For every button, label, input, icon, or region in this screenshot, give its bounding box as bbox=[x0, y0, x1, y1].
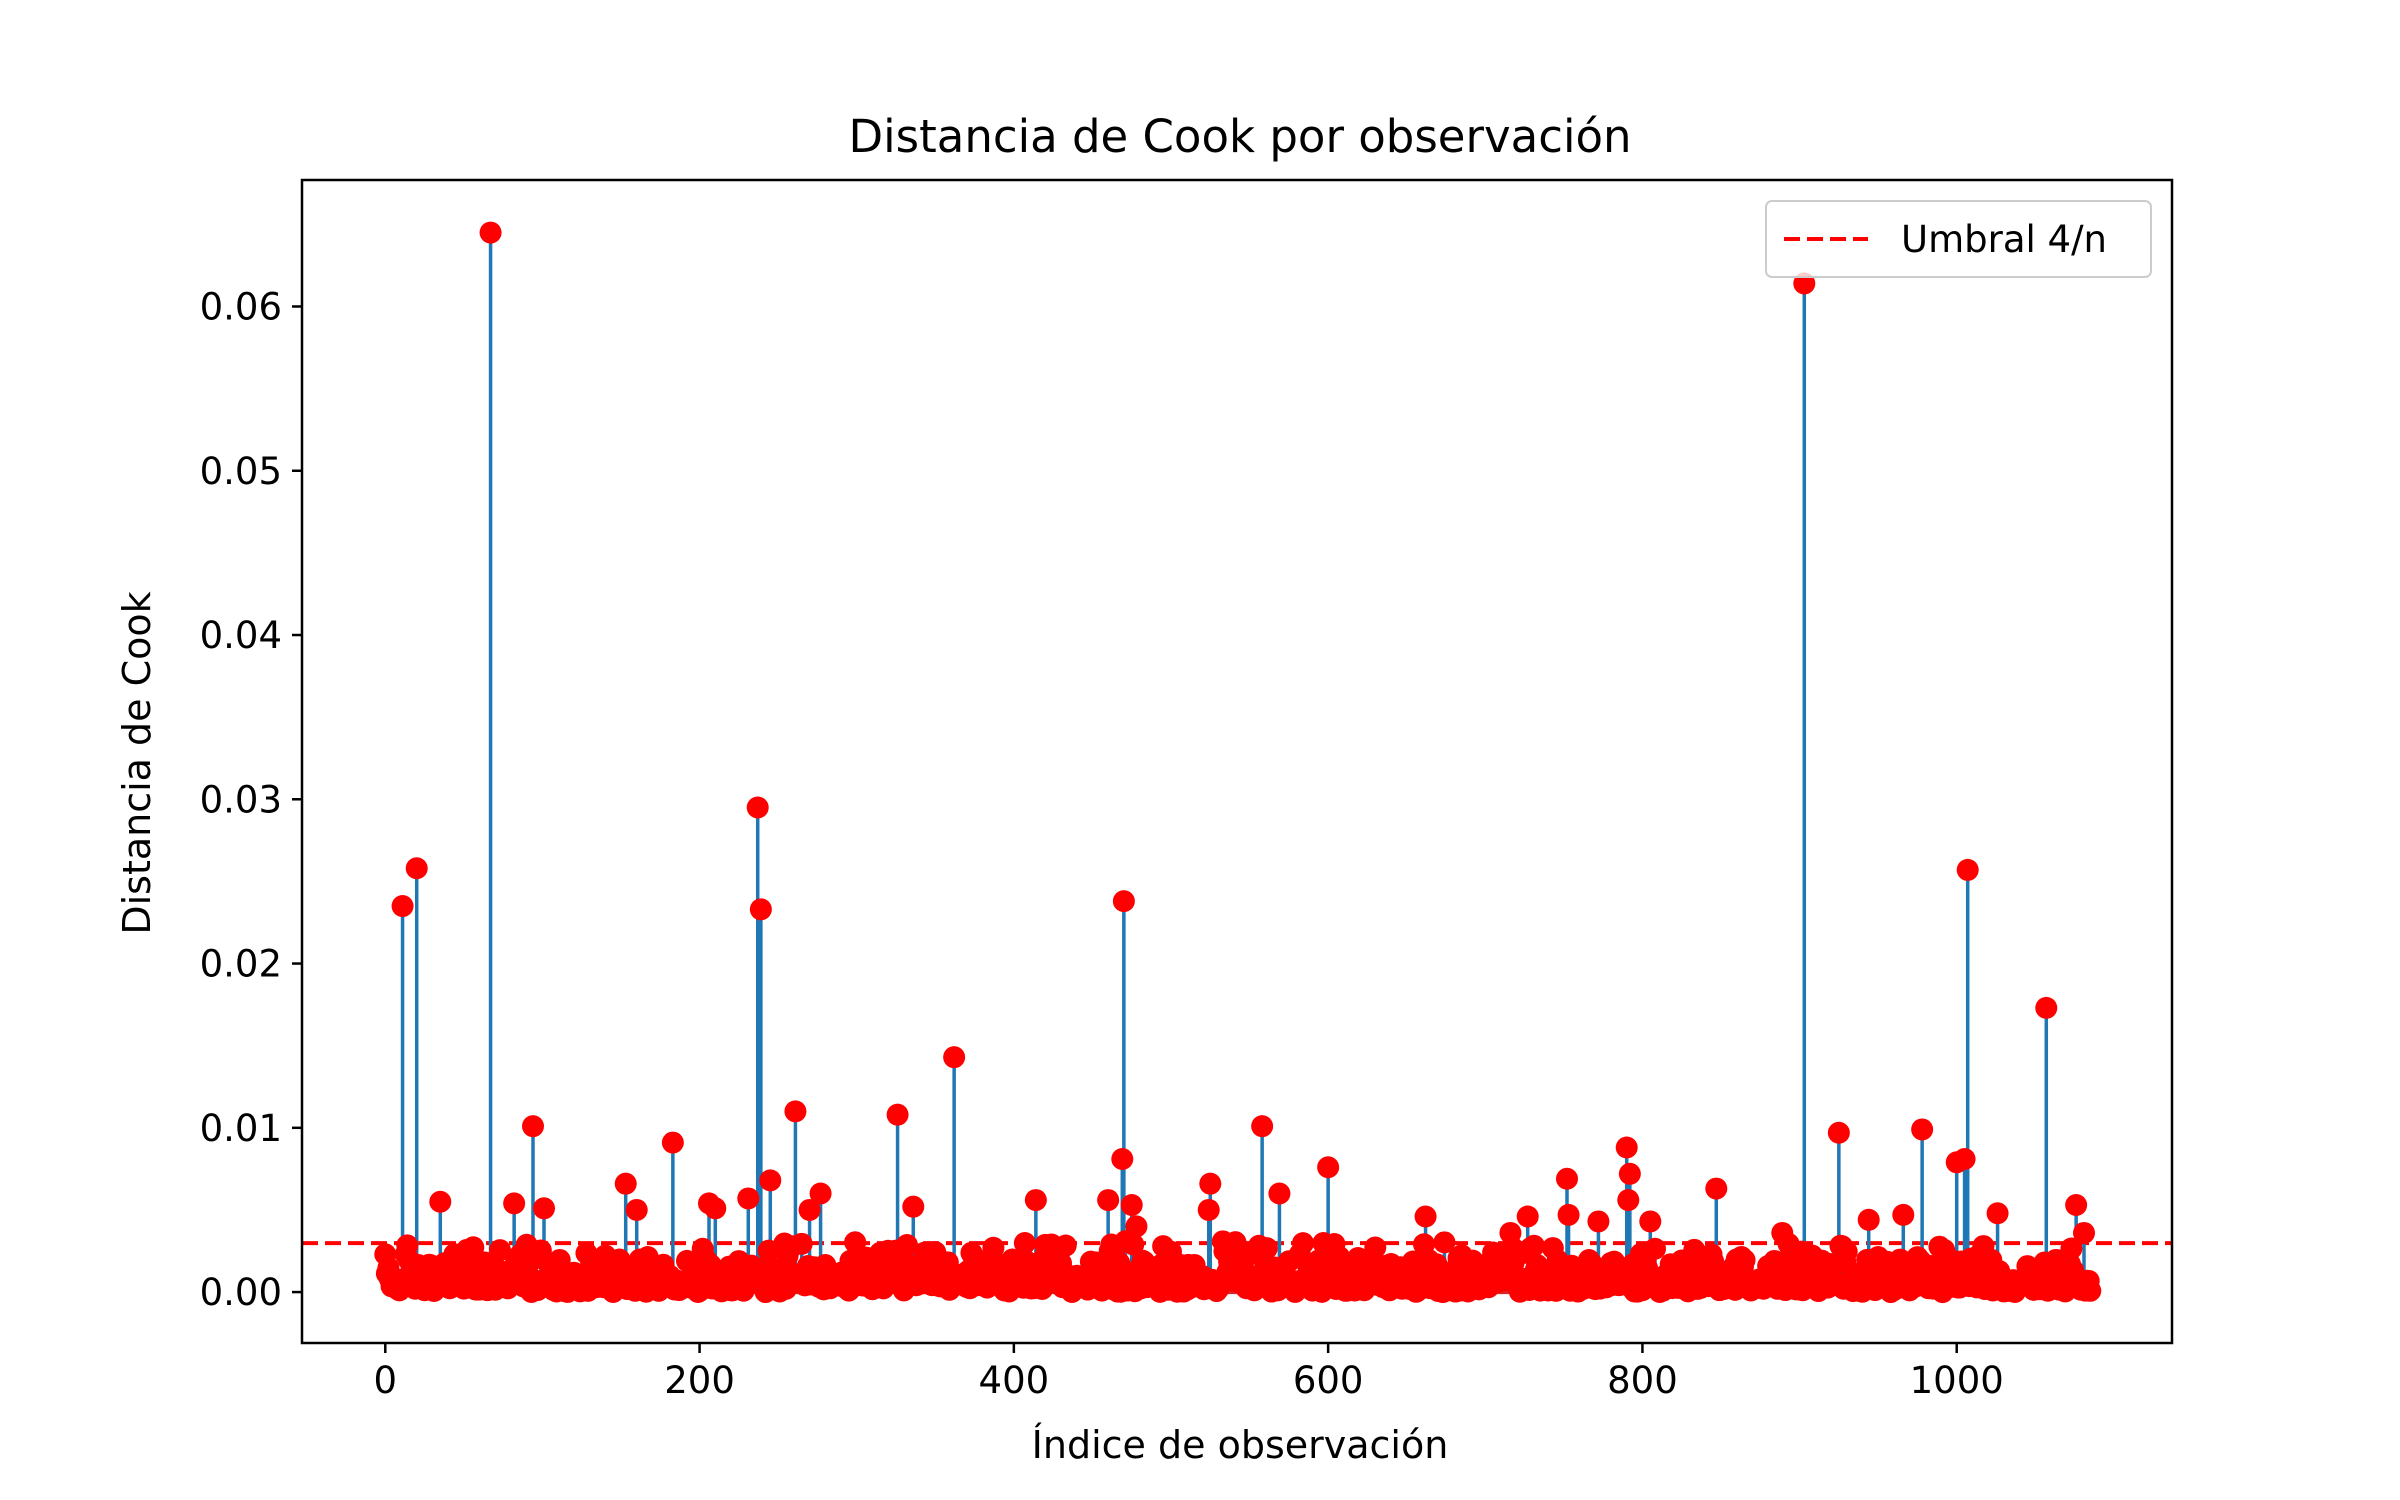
stem-marker bbox=[1705, 1177, 1728, 1200]
stem-marker bbox=[1224, 1231, 1247, 1254]
stem-marker bbox=[503, 1192, 526, 1215]
stem-marker bbox=[943, 1046, 966, 1069]
stem-marker bbox=[1255, 1237, 1278, 1260]
stem-marker bbox=[533, 1197, 555, 1220]
stem-marker bbox=[1054, 1234, 1077, 1257]
x-tick-label: 200 bbox=[664, 1359, 735, 1402]
stem-marker bbox=[1557, 1203, 1580, 1226]
stem-marker bbox=[749, 898, 772, 921]
y-tick-label: 0.02 bbox=[200, 943, 282, 986]
stem-marker bbox=[1911, 1118, 1934, 1141]
stem-marker bbox=[1433, 1231, 1456, 1254]
x-tick-label: 600 bbox=[1293, 1359, 1364, 1402]
stem-marker bbox=[1364, 1236, 1387, 1259]
y-tick-label: 0.03 bbox=[200, 778, 282, 821]
stem-marker bbox=[737, 1187, 760, 1210]
stem-marker bbox=[1024, 1189, 1047, 1212]
stem-marker bbox=[2079, 1279, 2102, 1302]
stem-marker bbox=[784, 1100, 807, 1123]
stem-marker bbox=[798, 1198, 821, 1221]
stem-marker bbox=[1892, 1203, 1915, 1226]
stem-marker bbox=[1956, 858, 1979, 881]
stem-marker bbox=[1414, 1205, 1437, 1228]
stem-marker bbox=[1617, 1189, 1640, 1212]
stem-marker bbox=[984, 1251, 1006, 1274]
stem-marker bbox=[1112, 890, 1135, 913]
stem-marker bbox=[661, 1131, 684, 1154]
x-axis-label: Índice de observación bbox=[1032, 1423, 1449, 1467]
stem-marker bbox=[1199, 1172, 1222, 1195]
stem-marker bbox=[1986, 1202, 2009, 1225]
y-axis-label: Distancia de Cook bbox=[115, 591, 159, 934]
stem-marker bbox=[1120, 1194, 1143, 1217]
stem-marker bbox=[1108, 1251, 1131, 1274]
stem-marker bbox=[1733, 1249, 1756, 1272]
y-tick-label: 0.04 bbox=[200, 614, 282, 657]
plot-marks bbox=[302, 221, 2172, 1304]
stem-marker bbox=[2073, 1221, 2095, 1244]
stem-marker bbox=[1953, 1148, 1976, 1171]
stem-marker bbox=[625, 1198, 648, 1221]
y-tick-label: 0.06 bbox=[200, 285, 282, 328]
plot-area bbox=[302, 221, 2172, 1304]
stem-marker bbox=[1618, 1162, 1641, 1185]
stem-marker bbox=[1125, 1215, 1148, 1238]
stem-marker bbox=[1111, 1148, 1134, 1171]
stem-marker bbox=[391, 895, 414, 918]
y-tick-label: 0.05 bbox=[200, 450, 282, 493]
stem-marker bbox=[1516, 1205, 1539, 1228]
stem-marker bbox=[2065, 1194, 2088, 1217]
stem-marker bbox=[608, 1248, 631, 1271]
stem-marker bbox=[614, 1172, 637, 1195]
stem-marker bbox=[1835, 1240, 1858, 1263]
stem-marker bbox=[479, 221, 502, 244]
stem-marker bbox=[1013, 1232, 1036, 1255]
stem-marker bbox=[1292, 1232, 1314, 1255]
stem-marker bbox=[1461, 1249, 1484, 1272]
plot-frame bbox=[300, 178, 2174, 1345]
legend-label-threshold: Umbral 4/n bbox=[1901, 218, 2107, 261]
stem-marker bbox=[1615, 1136, 1638, 1159]
stem-marker bbox=[1556, 1167, 1578, 1190]
x-tick-label: 800 bbox=[1607, 1359, 1678, 1402]
stem-marker bbox=[429, 1190, 452, 1213]
stem-marker bbox=[1317, 1156, 1340, 1179]
stem-marker bbox=[1268, 1182, 1291, 1205]
stem-marker bbox=[2060, 1237, 2083, 1260]
stem-marker bbox=[704, 1197, 727, 1220]
chart-title: Distancia de Cook por observación bbox=[849, 110, 1632, 163]
stem-marker bbox=[462, 1236, 485, 1259]
stem-marker bbox=[886, 1103, 909, 1126]
stem-marker bbox=[896, 1234, 918, 1257]
stem-marker bbox=[405, 857, 428, 880]
stem-marker bbox=[1644, 1237, 1666, 1260]
stem-marker bbox=[489, 1239, 511, 1262]
stem-marker bbox=[759, 1169, 782, 1192]
x-tick-label: 0 bbox=[374, 1359, 398, 1402]
stem-marker bbox=[902, 1195, 925, 1218]
stem-marker bbox=[1251, 1115, 1274, 1138]
y-tick-label: 0.00 bbox=[200, 1271, 282, 1314]
stem-marker bbox=[1587, 1210, 1610, 1233]
legend-box bbox=[1765, 200, 2152, 278]
stem-marker bbox=[1827, 1121, 1850, 1144]
stem-marker bbox=[746, 796, 769, 819]
stem-marker bbox=[1639, 1210, 1662, 1233]
stem-marker bbox=[1197, 1198, 1220, 1221]
stem-marker bbox=[2035, 996, 2058, 1019]
x-axis: 0 200 400 600 800 1000 bbox=[374, 1343, 2004, 1402]
legend: Umbral 4/n bbox=[1765, 200, 2152, 278]
stem-marker bbox=[522, 1115, 544, 1138]
x-tick-label: 1000 bbox=[1910, 1359, 2004, 1402]
stem-marker bbox=[1523, 1234, 1545, 1257]
stem-marker bbox=[1122, 1233, 1145, 1256]
stem-marker bbox=[790, 1232, 813, 1255]
stem-marker bbox=[1097, 1189, 1120, 1212]
stem-marker bbox=[1857, 1208, 1880, 1231]
x-tick-label: 400 bbox=[979, 1359, 1050, 1402]
y-axis: 0.00 0.01 0.02 0.03 0.04 0.05 0.06 bbox=[200, 285, 302, 1314]
y-tick-label: 0.01 bbox=[200, 1107, 282, 1150]
stem-marker bbox=[809, 1182, 832, 1205]
